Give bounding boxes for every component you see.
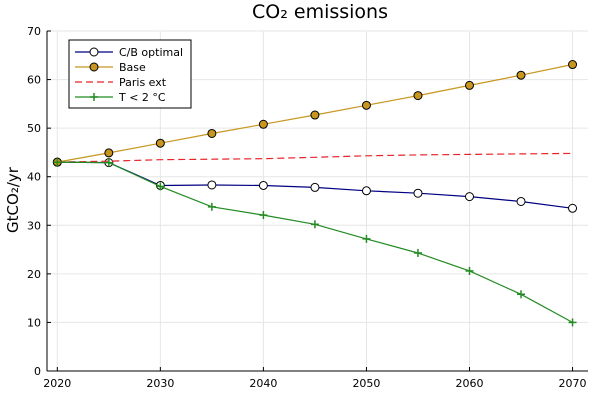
data-point: [568, 318, 577, 327]
data-point: [310, 220, 319, 229]
data-point: [310, 110, 320, 120]
data-point: [362, 234, 371, 243]
y-tick-label: 40: [27, 171, 41, 184]
data-point: [517, 290, 526, 299]
data-point: [53, 158, 62, 167]
x-tick-label: 2060: [455, 377, 483, 390]
data-point: [516, 70, 526, 80]
series-1: [52, 60, 578, 167]
data-point: [258, 180, 268, 190]
data-point: [465, 266, 474, 275]
data-point: [155, 138, 165, 148]
y-axis-label: GtCO₂/yr: [4, 166, 22, 233]
data-point: [258, 119, 268, 129]
legend-marker: [90, 93, 98, 101]
y-tick-label: 50: [27, 122, 41, 135]
data-point: [207, 128, 217, 138]
data-point: [361, 186, 371, 196]
x-tick-label: 2020: [43, 377, 71, 390]
data-point: [104, 158, 113, 167]
series-0: [52, 157, 578, 213]
data-point: [207, 180, 217, 190]
data-point: [207, 202, 216, 211]
x-tick-label: 2050: [352, 377, 380, 390]
data-point: [516, 196, 526, 206]
data-point: [568, 203, 578, 213]
data-point: [310, 182, 320, 192]
series-2: [57, 152, 573, 163]
data-point: [104, 148, 114, 158]
legend: C/B optimal Base Paris ext T < 2 °C: [68, 39, 192, 109]
legend-label: T < 2 °C: [118, 91, 166, 104]
y-tick-label: 0: [34, 365, 41, 378]
legend-label: Paris ext: [119, 76, 167, 89]
data-point: [156, 182, 165, 191]
x-tick-label: 2040: [249, 377, 277, 390]
data-point: [464, 192, 474, 202]
chart-title: CO₂ emissions: [252, 1, 388, 23]
x-tick-label: 2030: [146, 377, 174, 390]
legend-item: Base: [75, 61, 146, 74]
data-point: [413, 91, 423, 101]
data-point: [413, 248, 422, 257]
series-line: [57, 152, 573, 163]
legend-item: C/B optimal: [75, 46, 183, 59]
legend-item: T < 2 °C: [75, 91, 166, 104]
y-tick-label: 70: [27, 25, 41, 38]
legend-label: Base: [119, 61, 146, 74]
legend-label: C/B optimal: [119, 46, 183, 59]
y-tick-label: 30: [27, 219, 41, 232]
data-point: [259, 211, 268, 220]
y-tick-label: 10: [27, 316, 41, 329]
data-point: [413, 188, 423, 198]
data-point: [361, 100, 371, 110]
legend-item: Paris ext: [75, 76, 167, 89]
y-tick-label: 60: [27, 74, 41, 87]
y-tick-label: 20: [27, 268, 41, 281]
x-tick-label: 2070: [559, 377, 587, 390]
legend-marker: [89, 47, 99, 57]
data-point: [464, 80, 474, 90]
series-group: [52, 60, 578, 327]
series-3: [53, 158, 577, 327]
legend-marker: [89, 62, 99, 72]
data-point: [568, 60, 578, 70]
